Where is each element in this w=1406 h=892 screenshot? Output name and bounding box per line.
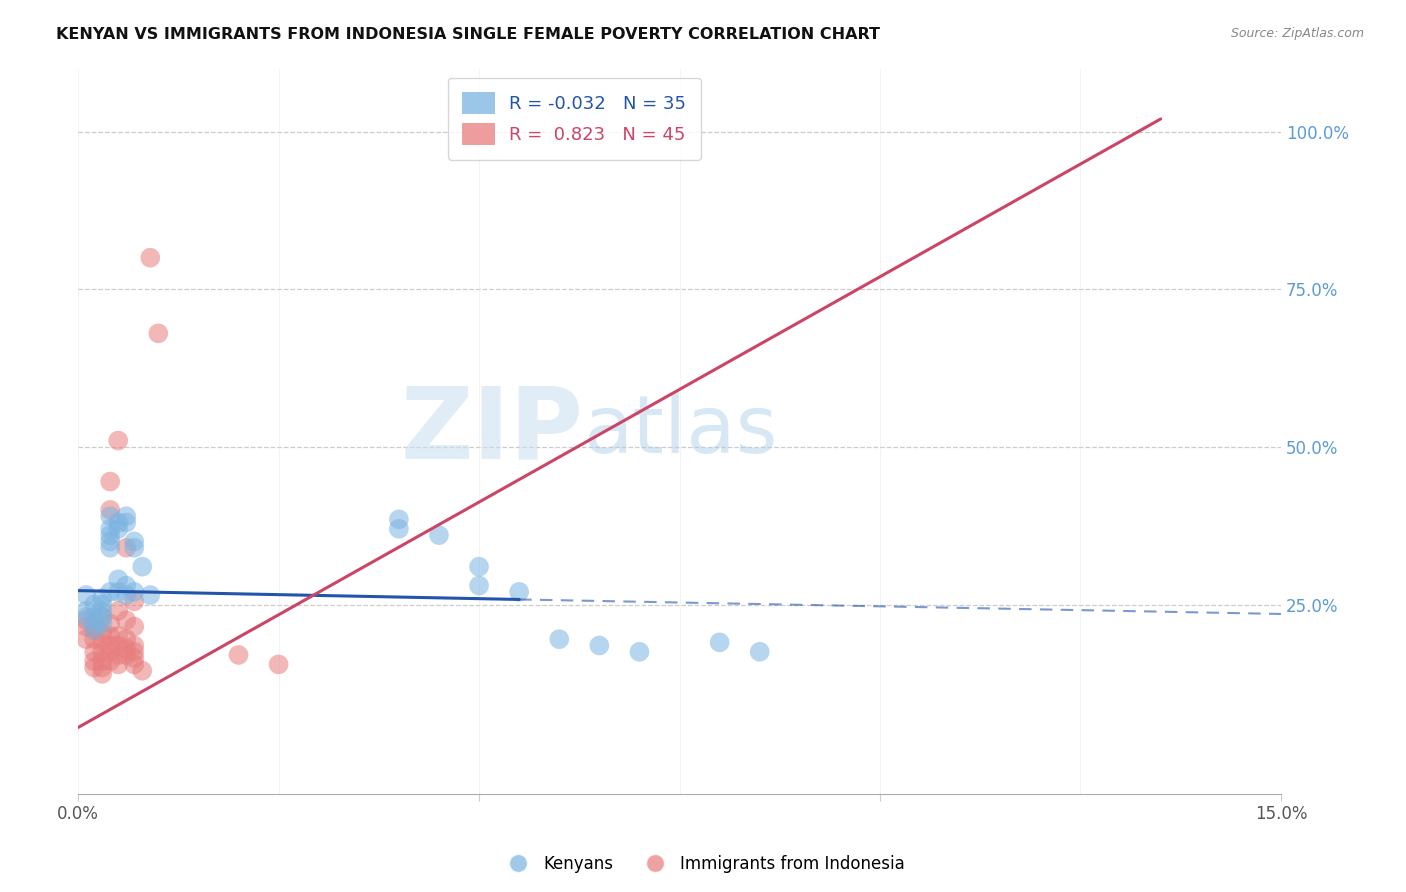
Point — [83, 660, 105, 674]
Point — [107, 522, 129, 536]
Point — [107, 585, 129, 599]
Point — [83, 616, 105, 631]
Point — [115, 641, 138, 656]
Point — [98, 534, 121, 549]
Point — [75, 619, 97, 633]
Point — [98, 639, 121, 653]
Point — [427, 528, 450, 542]
Point — [91, 654, 114, 668]
Point — [115, 516, 138, 530]
Point — [122, 534, 145, 549]
Point — [75, 610, 97, 624]
Point — [122, 645, 145, 659]
Point — [588, 639, 610, 653]
Point — [83, 610, 105, 624]
Point — [98, 616, 121, 631]
Point — [83, 645, 105, 659]
Point — [107, 629, 129, 643]
Point — [115, 541, 138, 555]
Point — [75, 588, 97, 602]
Point — [83, 616, 105, 631]
Point — [115, 632, 138, 647]
Point — [107, 604, 129, 618]
Point — [83, 598, 105, 612]
Point — [83, 632, 105, 647]
Text: Source: ZipAtlas.com: Source: ZipAtlas.com — [1230, 27, 1364, 40]
Point — [131, 664, 153, 678]
Point — [107, 657, 129, 672]
Point — [122, 651, 145, 665]
Point — [91, 591, 114, 606]
Point — [468, 578, 491, 592]
Point — [115, 588, 138, 602]
Point — [131, 559, 153, 574]
Point — [91, 660, 114, 674]
Point — [122, 639, 145, 653]
Point — [107, 516, 129, 530]
Point — [122, 657, 145, 672]
Point — [267, 657, 290, 672]
Point — [75, 604, 97, 618]
Point — [91, 610, 114, 624]
Point — [115, 648, 138, 662]
Point — [468, 559, 491, 574]
Point — [107, 434, 129, 448]
Point — [83, 654, 105, 668]
Point — [748, 645, 770, 659]
Point — [98, 541, 121, 555]
Point — [75, 632, 97, 647]
Point — [228, 648, 250, 662]
Point — [91, 626, 114, 640]
Point — [75, 613, 97, 627]
Point — [98, 645, 121, 659]
Point — [91, 598, 114, 612]
Point — [548, 632, 571, 647]
Point — [122, 541, 145, 555]
Point — [388, 512, 411, 526]
Point — [148, 326, 170, 341]
Point — [91, 610, 114, 624]
Point — [91, 604, 114, 618]
Point — [139, 251, 162, 265]
Point — [122, 594, 145, 608]
Point — [508, 585, 530, 599]
Point — [83, 623, 105, 637]
Legend: R = -0.032   N = 35, R =  0.823   N = 45: R = -0.032 N = 35, R = 0.823 N = 45 — [449, 78, 700, 160]
Point — [107, 648, 129, 662]
Point — [115, 613, 138, 627]
Point — [98, 654, 121, 668]
Text: atlas: atlas — [583, 392, 778, 470]
Point — [709, 635, 731, 649]
Point — [98, 528, 121, 542]
Point — [98, 509, 121, 524]
Point — [115, 578, 138, 592]
Point — [628, 645, 651, 659]
Point — [91, 616, 114, 631]
Point — [98, 522, 121, 536]
Point — [83, 623, 105, 637]
Text: KENYAN VS IMMIGRANTS FROM INDONESIA SINGLE FEMALE POVERTY CORRELATION CHART: KENYAN VS IMMIGRANTS FROM INDONESIA SING… — [56, 27, 880, 42]
Point — [91, 666, 114, 681]
Point — [107, 639, 129, 653]
Point — [98, 503, 121, 517]
Point — [98, 475, 121, 489]
Point — [122, 585, 145, 599]
Point — [139, 588, 162, 602]
Point — [91, 635, 114, 649]
Point — [91, 645, 114, 659]
Text: ZIP: ZIP — [401, 383, 583, 480]
Point — [115, 509, 138, 524]
Legend: Kenyans, Immigrants from Indonesia: Kenyans, Immigrants from Indonesia — [495, 848, 911, 880]
Point — [107, 572, 129, 586]
Point — [98, 585, 121, 599]
Point — [388, 522, 411, 536]
Point — [122, 619, 145, 633]
Point — [98, 629, 121, 643]
